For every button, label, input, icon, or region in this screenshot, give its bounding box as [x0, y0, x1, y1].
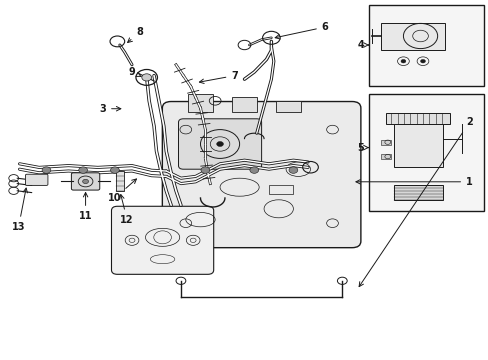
Bar	[116, 171, 123, 191]
Bar	[276, 101, 300, 112]
Text: 9: 9	[128, 67, 141, 77]
Circle shape	[42, 167, 51, 174]
Bar	[232, 97, 256, 112]
Text: 4: 4	[357, 40, 364, 50]
Text: 13: 13	[12, 188, 27, 232]
Text: 10: 10	[108, 179, 136, 203]
Circle shape	[110, 167, 119, 174]
Bar	[393, 185, 442, 200]
Bar	[188, 94, 212, 112]
Bar	[381, 154, 390, 159]
Text: 3: 3	[99, 104, 121, 114]
Text: 7: 7	[199, 71, 238, 84]
Circle shape	[201, 167, 209, 174]
Circle shape	[400, 59, 405, 63]
Text: 6: 6	[275, 22, 328, 39]
Bar	[381, 23, 444, 50]
Text: 2: 2	[358, 117, 472, 287]
Text: 8: 8	[127, 27, 142, 42]
Text: 11: 11	[79, 193, 92, 221]
Text: 5: 5	[357, 143, 364, 153]
FancyBboxPatch shape	[111, 206, 213, 274]
Text: 12: 12	[120, 194, 134, 225]
Circle shape	[420, 59, 425, 63]
Bar	[368, 94, 483, 211]
Text: 1: 1	[355, 177, 472, 187]
Circle shape	[142, 74, 151, 81]
Bar	[393, 124, 442, 167]
Bar	[386, 113, 449, 124]
Circle shape	[288, 167, 297, 174]
Bar	[268, 185, 293, 194]
Circle shape	[79, 167, 87, 174]
FancyBboxPatch shape	[25, 174, 48, 185]
FancyBboxPatch shape	[71, 173, 100, 190]
Bar	[368, 5, 483, 86]
FancyBboxPatch shape	[178, 119, 261, 169]
Circle shape	[216, 141, 223, 147]
FancyBboxPatch shape	[162, 102, 360, 248]
Circle shape	[82, 179, 88, 184]
Circle shape	[249, 167, 258, 174]
Bar	[381, 140, 390, 145]
